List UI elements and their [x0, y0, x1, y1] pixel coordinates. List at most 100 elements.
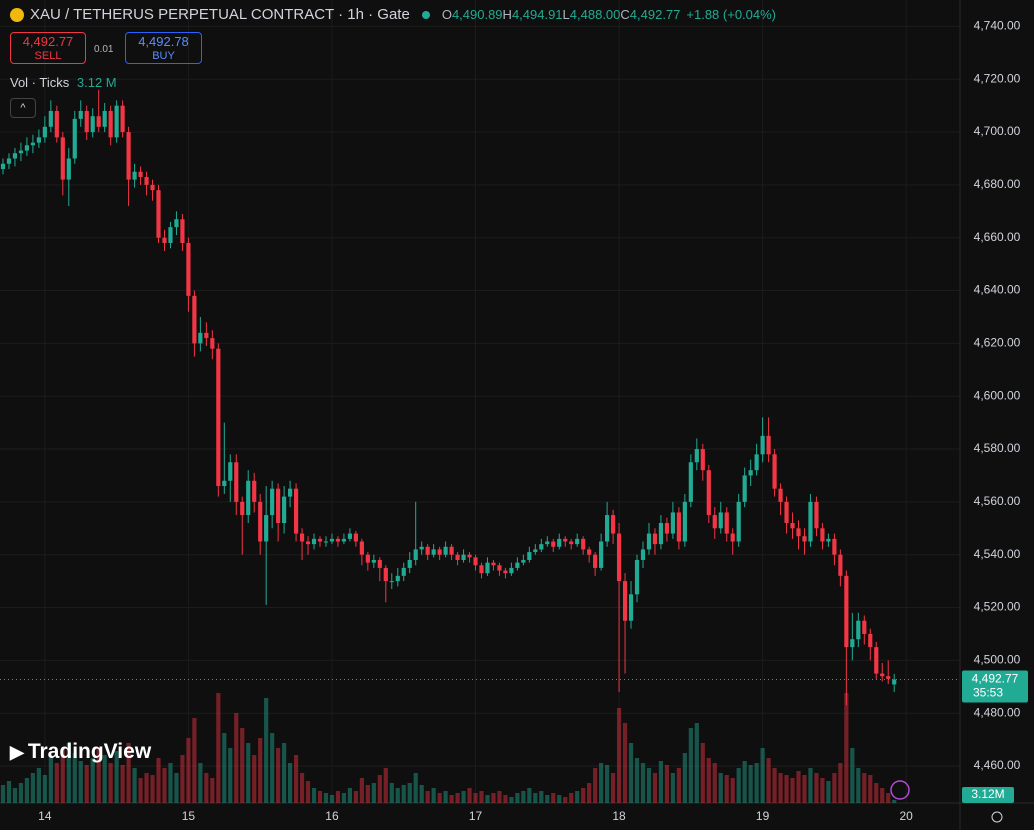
status-dot — [421, 10, 430, 19]
candle-body — [395, 575, 400, 582]
y-tick-label: 4,620.00 — [974, 336, 1021, 350]
x-tick-label: 16 — [325, 809, 339, 823]
candle-body — [515, 562, 520, 568]
candle-body — [886, 676, 891, 679]
volume-bar — [18, 783, 24, 803]
ohlc-legend: O4,490.89H4,494.91L4,488.00C4,492.77 — [442, 7, 681, 22]
volume-bar — [724, 775, 729, 803]
volume-bar — [168, 763, 173, 803]
volume-bar — [772, 768, 777, 803]
candle-body — [628, 594, 634, 621]
candle-body — [323, 541, 329, 543]
candle-body — [282, 496, 287, 524]
volume-bar — [593, 768, 598, 803]
volume-bar — [60, 748, 65, 803]
x-tick-label: 15 — [182, 809, 196, 823]
candle-body — [240, 501, 245, 516]
volume-bar — [108, 763, 113, 803]
candle-body — [156, 190, 161, 238]
volume-bar — [30, 773, 35, 803]
candle-body — [724, 512, 729, 534]
candle-body — [593, 554, 598, 568]
candle-body — [832, 538, 837, 555]
volume-bar — [138, 778, 143, 803]
volume-bar — [216, 693, 221, 803]
candle-body — [144, 176, 149, 185]
volume-bar — [599, 763, 604, 803]
volume-bar — [694, 723, 699, 803]
chart-title[interactable]: XAU / TETHERUS PERPETUAL CONTRACT · 1h ·… — [30, 6, 410, 23]
volume-bar — [862, 773, 867, 803]
candle-body — [880, 673, 885, 677]
volume-bar — [395, 788, 400, 803]
ohlc-key: L — [562, 7, 570, 22]
volume-bar — [616, 708, 622, 803]
candle-body — [383, 567, 388, 582]
candle-body — [78, 110, 83, 119]
candle-body — [497, 565, 502, 571]
buy-button[interactable]: 4,492.78 BUY — [125, 32, 202, 64]
volume-bar — [264, 698, 269, 803]
volume-bar — [413, 773, 418, 803]
y-tick-label: 4,600.00 — [974, 388, 1021, 402]
y-tick-label: 4,660.00 — [974, 230, 1021, 244]
volume-bar — [66, 743, 71, 803]
candle-body — [210, 338, 215, 349]
candle-body — [126, 132, 131, 180]
y-tick-label: 4,500.00 — [974, 653, 1021, 667]
volume-bar — [808, 768, 813, 803]
volume-bar — [54, 763, 59, 803]
candle-body — [467, 554, 472, 558]
volume-bar — [72, 753, 77, 803]
volume-bar — [90, 758, 95, 803]
volume-bar — [706, 758, 711, 803]
y-tick-label: 4,520.00 — [974, 600, 1021, 614]
volume-bar — [240, 728, 245, 803]
candle-body — [216, 348, 221, 487]
candle-body — [335, 538, 341, 542]
x-tick-label: 19 — [756, 809, 770, 823]
volume-bar — [569, 793, 574, 803]
volume-bar — [42, 775, 47, 803]
candle-body — [479, 565, 484, 574]
volume-bar — [455, 793, 460, 803]
candle-body — [599, 541, 604, 568]
settings-icon — [991, 811, 1003, 823]
volume-bar — [838, 763, 843, 803]
last-volume-label: 3.12M — [971, 787, 1004, 801]
candle-body — [706, 470, 711, 516]
volume-bar — [688, 728, 693, 803]
volume-bar — [305, 781, 311, 803]
sell-button[interactable]: 4,492.77 SELL — [10, 32, 86, 64]
candle-body — [646, 533, 652, 550]
candle-body — [329, 538, 335, 542]
y-tick-label: 4,580.00 — [974, 441, 1021, 455]
last-price-label: 4,492.77 — [972, 672, 1019, 686]
candle-body — [820, 528, 825, 542]
watermark-icon: ▶ — [10, 742, 24, 762]
x-tick-label: 17 — [469, 809, 483, 823]
candle-body — [234, 462, 239, 502]
volume-legend-label: Vol · Ticks — [10, 75, 70, 90]
volume-bar — [736, 768, 741, 803]
y-tick-label: 4,700.00 — [974, 124, 1021, 138]
volume-bar — [766, 758, 771, 803]
volume-bar — [868, 775, 873, 803]
volume-bar — [210, 778, 215, 803]
header: XAU / TETHERUS PERPETUAL CONTRACT · 1h ·… — [10, 6, 776, 23]
volume-legend-value: 3.12 M — [76, 75, 117, 90]
candle-body — [449, 546, 454, 555]
collapse-button[interactable]: ^ — [10, 98, 36, 118]
candle-body — [222, 480, 227, 487]
volume-bar — [174, 773, 179, 803]
candle-body — [192, 295, 197, 344]
candle-body — [311, 538, 317, 545]
volume-bar — [276, 748, 281, 803]
candle-body — [587, 549, 592, 555]
candle-body — [389, 581, 394, 583]
candle-body — [180, 219, 185, 244]
candle-body — [270, 488, 275, 516]
y-tick-label: 4,460.00 — [974, 758, 1021, 772]
volume-bar — [814, 773, 819, 803]
